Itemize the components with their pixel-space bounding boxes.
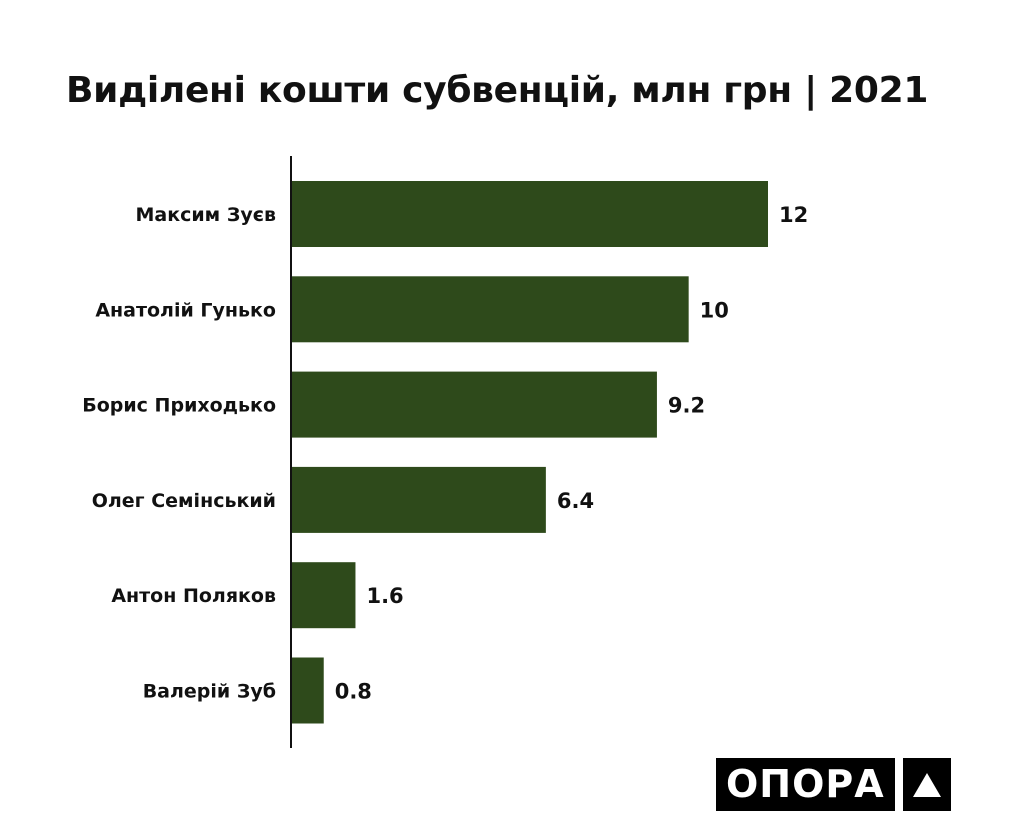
- logo-text: ОПОРА: [716, 758, 895, 811]
- value-label: 12: [779, 203, 808, 227]
- bar: [292, 657, 324, 724]
- category-label: Максим Зуєв: [135, 204, 276, 226]
- chart-title: Виділені кошти субвенцій, млн грн | 2021: [66, 70, 929, 111]
- value-label: 6.4: [557, 489, 594, 513]
- bar: [292, 276, 689, 343]
- bar: [292, 181, 768, 247]
- category-label: Валерій Зуб: [143, 681, 276, 703]
- bar: [292, 371, 657, 438]
- opora-logo: ОПОРА: [716, 758, 951, 811]
- triangle-icon: [902, 758, 951, 811]
- bar: [292, 466, 546, 533]
- category-label: Анатолій Гунько: [95, 299, 276, 321]
- bars-layer: Максим Зуєв 12 Анатолій Гунько 10 Борис Прих…: [82, 181, 808, 724]
- value-label: 9.2: [668, 394, 705, 418]
- value-label: 0.8: [335, 680, 372, 704]
- value-label: 10: [700, 298, 729, 322]
- category-label: Антон Поляков: [111, 585, 276, 607]
- bar: [292, 562, 356, 629]
- value-label: 1.6: [366, 584, 403, 608]
- category-label: Олег Семінський: [92, 490, 276, 512]
- category-label: Борис Приходько: [82, 395, 276, 417]
